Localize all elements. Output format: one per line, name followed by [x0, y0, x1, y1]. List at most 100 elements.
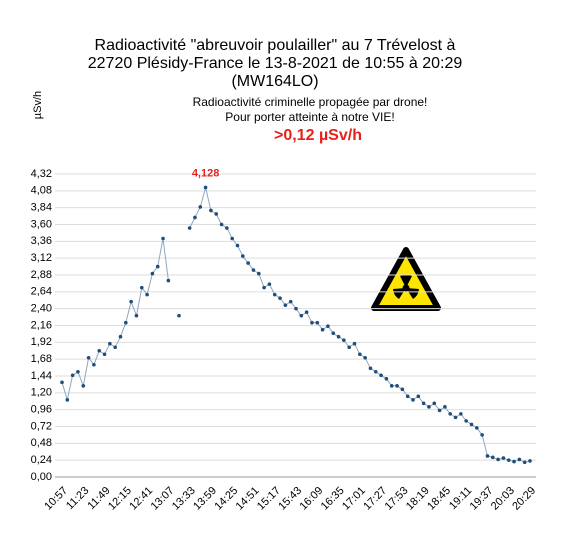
data-point — [124, 320, 128, 325]
data-point — [453, 415, 458, 420]
data-point — [432, 401, 437, 406]
data-point — [389, 384, 394, 388]
data-point — [134, 313, 139, 318]
x-tick-label: 10:57 — [42, 485, 70, 513]
data-point — [118, 334, 123, 339]
data-point — [421, 401, 426, 406]
data-point — [326, 324, 330, 329]
x-tick-label: 18:19 — [404, 485, 432, 513]
data-point — [347, 345, 351, 350]
data-point — [480, 433, 484, 437]
data-point — [310, 320, 314, 325]
x-tick-label: 15:43 — [276, 485, 304, 513]
data-point — [416, 394, 421, 399]
data-point — [490, 455, 495, 460]
data-point — [278, 296, 282, 300]
data-point — [528, 459, 532, 463]
chart-title: Radioactivité "abreuvoir poulailler" au … — [95, 37, 456, 54]
data-point — [193, 215, 197, 220]
x-tick-label: 19:37 — [468, 485, 496, 513]
y-tick-label: 2,64 — [31, 286, 52, 298]
subtitle: Pour porter atteinte à notre VIE! — [225, 110, 394, 124]
data-point — [60, 380, 64, 385]
data-point — [161, 236, 165, 241]
y-tick-label: 2,88 — [31, 269, 52, 281]
data-point — [411, 398, 415, 402]
warning: >0,12 µSv/h — [274, 127, 362, 144]
x-tick-label: 12:15 — [106, 485, 134, 513]
data-point — [373, 369, 378, 374]
data-point — [459, 412, 463, 416]
data-point — [139, 285, 144, 290]
y-tick-label: 0,00 — [31, 471, 52, 483]
x-tick-label: 12:41 — [127, 485, 155, 513]
y-tick-label: 0,72 — [31, 420, 52, 432]
data-point — [92, 362, 96, 367]
data-point — [246, 261, 250, 265]
data-point — [331, 331, 336, 336]
data-point — [177, 313, 181, 318]
data-point — [198, 205, 203, 209]
data-point — [230, 236, 234, 241]
data-point — [219, 222, 224, 227]
y-tick-label: 1,68 — [31, 353, 52, 365]
chart-title: 22720 Plésidy-France le 13-8-2021 de 10:… — [88, 55, 463, 72]
data-point — [272, 292, 277, 297]
x-tick-label: 11:23 — [64, 485, 91, 512]
data-point — [506, 458, 511, 462]
x-tick-label: 18:45 — [425, 485, 453, 513]
data-point — [283, 303, 288, 307]
data-point — [76, 369, 80, 374]
data-point — [187, 226, 192, 230]
data-point — [496, 457, 500, 462]
x-tick-label: 17:27 — [361, 485, 389, 513]
x-tick-label: 14:25 — [212, 485, 240, 513]
data-point — [241, 254, 245, 258]
data-point — [363, 355, 367, 360]
data-point — [209, 208, 213, 213]
data-point — [102, 352, 107, 357]
y-tick-label: 4,08 — [31, 185, 52, 197]
y-tick-label: 4,32 — [31, 168, 52, 180]
data-point — [145, 292, 149, 297]
y-tick-label: 0,24 — [31, 454, 52, 466]
data-point — [251, 268, 256, 272]
data-point — [352, 341, 357, 346]
data-point — [235, 243, 240, 248]
x-tick-label: 13:33 — [170, 485, 198, 513]
x-tick-label: 13:07 — [149, 485, 177, 513]
data-point — [379, 373, 383, 378]
data-point — [70, 373, 75, 378]
y-tick-label: 2,40 — [31, 303, 52, 315]
x-tick-label: 17:53 — [383, 485, 411, 513]
data-point — [469, 422, 474, 427]
y-tick-label: 3,12 — [31, 252, 52, 264]
data-point — [368, 366, 373, 371]
y-tick-label: 3,36 — [31, 235, 52, 247]
data-point — [294, 306, 298, 311]
data-point — [129, 299, 133, 304]
data-line — [61, 187, 531, 463]
data-point — [108, 341, 112, 346]
data-point — [336, 334, 341, 339]
data-point — [86, 355, 91, 360]
data-point — [400, 387, 405, 392]
data-point — [437, 408, 442, 413]
chart-title: (MW164LO) — [231, 73, 318, 90]
data-point — [475, 426, 479, 430]
data-point — [203, 185, 208, 190]
data-point — [501, 456, 506, 460]
data-point — [342, 338, 346, 343]
data-point — [113, 345, 117, 350]
data-point — [384, 377, 389, 381]
data-point — [395, 384, 399, 388]
x-tick-label: 16:35 — [319, 485, 347, 513]
data-point — [288, 299, 293, 304]
value-label: 4,128 — [192, 167, 220, 179]
data-point — [485, 454, 490, 458]
data-point — [65, 398, 70, 402]
data-point — [427, 405, 431, 409]
data-point — [267, 282, 272, 286]
y-tick-label: 3,84 — [31, 202, 52, 214]
